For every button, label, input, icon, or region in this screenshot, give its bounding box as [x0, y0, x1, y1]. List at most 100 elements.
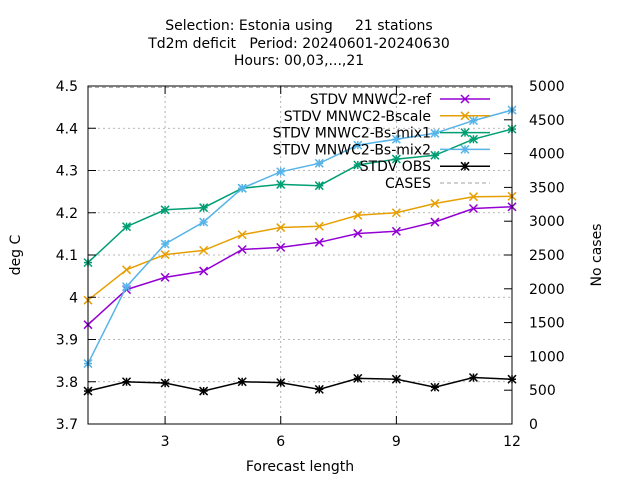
- data-point-s5-9: [391, 374, 401, 384]
- data-point-s5-3: [160, 378, 170, 388]
- data-point-s3-9: [391, 154, 401, 164]
- y2-tick-label: 5000: [529, 79, 565, 95]
- point-mark: [237, 230, 247, 240]
- y-tick-label: 3.9: [56, 333, 78, 349]
- data-point-s1-3: [160, 272, 170, 282]
- legend-label-6: CASES: [385, 176, 431, 192]
- data-point-s5-5: [237, 377, 247, 387]
- legend-marker-2: [460, 111, 470, 121]
- data-point-s4-9: [391, 134, 401, 144]
- data-point-s5-6: [276, 378, 286, 388]
- legend-label-5: STDV OBS: [360, 159, 431, 175]
- data-point-s2-10: [430, 198, 440, 208]
- data-point-s4-3: [160, 239, 170, 249]
- y-tick-label: 4.2: [56, 206, 78, 222]
- data-point-s1-10: [430, 217, 440, 227]
- y-tick-label: 4.4: [56, 121, 78, 137]
- y-tick-label: 3.7: [56, 417, 78, 433]
- y2-tick-label: 1000: [529, 349, 565, 365]
- y2-tick-label: 1500: [529, 316, 565, 332]
- series-line-4: [87, 109, 513, 364]
- point-mark: [276, 242, 286, 252]
- data-point-s3-4: [199, 203, 209, 213]
- y2-tick-label: 2000: [529, 282, 565, 298]
- data-point-s4-5: [237, 183, 247, 193]
- data-point-s3-8: [353, 160, 363, 170]
- data-point-s5-10: [430, 382, 440, 392]
- data-point-s2-9: [391, 208, 401, 218]
- data-point-s3-2: [122, 222, 132, 232]
- axes: 3.7 3.8 3.9 4 4.1 4.2 4.3 4.4 4.5 3 6 9 12 0 500 1000 15…: [56, 79, 565, 450]
- y-tick-label: 3.8: [56, 375, 78, 391]
- y-tick-label: 4.5: [56, 79, 78, 95]
- data-point-s4-11: [468, 116, 478, 126]
- chart-title-line-2: Td2m deficit Period: 20240601-20240630: [147, 36, 450, 52]
- series-line-3: [87, 128, 513, 264]
- data-point-s1-5: [237, 244, 247, 255]
- point-mark: [430, 217, 440, 227]
- data-point-s1-11: [468, 203, 478, 214]
- data-point-s3-7: [314, 181, 324, 191]
- legend-label-2: STDV MNWC2-Bscale: [284, 109, 431, 125]
- point-mark: [199, 266, 209, 276]
- y-tick-label: 4: [69, 290, 78, 306]
- y-tick-label: 4.3: [56, 164, 78, 180]
- point-mark: [199, 245, 209, 255]
- legend-marker-3: [460, 128, 470, 138]
- data-point-s2-3: [160, 250, 170, 260]
- y2-tick-label: 4000: [529, 147, 565, 163]
- y2-tick-label: 500: [529, 383, 556, 399]
- y2-tick-label: 0: [529, 417, 538, 433]
- data-point-s1-4: [199, 266, 209, 276]
- legend-point-mark: [460, 94, 470, 104]
- data-point-s4-7: [314, 158, 324, 168]
- data-point-s4-4: [199, 217, 209, 227]
- data-point-s4-2: [122, 282, 132, 292]
- data-point-s5-11: [468, 372, 478, 383]
- y2-tick-label: 3000: [529, 214, 565, 230]
- data-point-s2-11: [468, 192, 478, 202]
- data-point-s2-6: [276, 223, 286, 233]
- point-mark: [314, 221, 324, 231]
- x-tick-label: 12: [503, 434, 521, 450]
- data-point-s3-10: [430, 150, 440, 160]
- data-point-s1-9: [391, 226, 401, 236]
- point-mark: [237, 244, 247, 255]
- legend-label-1: STDV MNWC2-ref: [310, 92, 432, 108]
- x-tick-label: 3: [161, 434, 170, 450]
- series-line-2: [87, 195, 513, 301]
- point-mark: [353, 228, 363, 238]
- point-mark: [468, 203, 478, 214]
- data-point-s5-4: [199, 386, 209, 396]
- series-line-5: [87, 376, 513, 392]
- data-point-s2-4: [199, 245, 209, 255]
- legend-marker-5: [460, 161, 470, 171]
- x-axis-title: Forecast length: [246, 459, 354, 475]
- series-line-1: [87, 206, 513, 326]
- data-point-s2-7: [314, 221, 324, 231]
- point-mark: [353, 210, 363, 220]
- data-point-s2-8: [353, 210, 363, 220]
- data-point-s3-11: [468, 134, 478, 144]
- chart-title-line-1: Selection: Estonia using 21 stations: [165, 18, 432, 34]
- x-tick-label: 9: [392, 434, 401, 450]
- y2-tick-label: 4500: [529, 113, 565, 129]
- series-layer: [83, 86, 517, 396]
- data-point-s3-3: [160, 205, 170, 215]
- data-point-s5-8: [353, 373, 363, 383]
- legend-label-4: STDV MNWC2-Bs-mix2: [273, 142, 431, 158]
- data-point-s4-10: [430, 128, 440, 138]
- point-mark: [430, 198, 440, 208]
- data-point-s1-6: [276, 242, 286, 252]
- point-mark: [468, 192, 478, 202]
- data-point-s1-7: [314, 237, 324, 247]
- point-mark: [391, 226, 401, 236]
- data-point-s2-5: [237, 230, 247, 240]
- y2-tick-label: 2500: [529, 248, 565, 264]
- point-mark: [276, 223, 286, 233]
- y2-tick-label: 3500: [529, 180, 565, 196]
- legend-label-3: STDV MNWC2-Bs-mix1: [273, 126, 431, 142]
- data-point-s3-6: [276, 179, 286, 189]
